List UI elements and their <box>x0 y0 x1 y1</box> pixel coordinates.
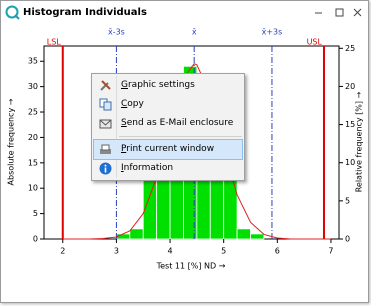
app-icon <box>15 15 19 19</box>
y2-tick-label: 10 <box>345 158 355 167</box>
y-tick-label: 0 <box>33 235 38 244</box>
x-axis-label: Test 11 [%] ND → <box>156 262 226 271</box>
window: Histogram Individuals Absolute frequency… <box>0 0 369 303</box>
x-tick-label: 6 <box>275 247 280 256</box>
y2-tick-label: 0 <box>345 235 350 244</box>
menu-icon <box>99 98 112 111</box>
bar <box>251 234 264 239</box>
close-button[interactable] <box>354 9 361 16</box>
page: Histogram Individuals Absolute frequency… <box>0 0 371 305</box>
menu-icon <box>99 162 112 175</box>
window-title: Histogram Individuals <box>23 7 147 18</box>
y2-tick-label: 25 <box>345 44 355 53</box>
menu-item-label: Copy <box>121 95 144 114</box>
menu-item-label: Print current window <box>121 140 214 159</box>
menu-item[interactable]: Information <box>94 159 242 178</box>
reference-label: USL <box>307 38 323 47</box>
bar <box>130 229 143 239</box>
menu-item-label: Send as E-Mail enclosure <box>121 114 233 133</box>
reference-label: x̄ <box>192 28 197 37</box>
menu-icon <box>99 143 112 156</box>
x-tick-label: 3 <box>114 247 119 256</box>
reference-label: x̄-3s <box>108 28 125 37</box>
menu-item[interactable]: Copy <box>94 95 242 114</box>
y2-axis-label: Relative frequency [%] → <box>355 91 364 192</box>
menu-separator <box>119 136 242 137</box>
y-tick-label: 30 <box>28 82 38 91</box>
x-tick-label: 7 <box>328 247 333 256</box>
reference-label: x̄+3s <box>262 28 283 37</box>
menu-item[interactable]: Send as E-Mail enclosure <box>94 114 242 133</box>
bar <box>224 173 237 239</box>
menu-item[interactable]: Graphic settings <box>94 76 242 95</box>
maximize-button[interactable] <box>336 9 343 16</box>
y2-tick-label: 5 <box>345 196 350 205</box>
x-tick-label: 2 <box>60 247 65 256</box>
menu-icon <box>99 79 112 92</box>
menu-icon <box>99 117 112 130</box>
y2-tick-label: 15 <box>345 120 355 129</box>
menu-item[interactable]: Print current window <box>94 140 242 159</box>
x-tick-label: 4 <box>167 247 172 256</box>
x-tick-label: 5 <box>221 247 226 256</box>
y-tick-label: 5 <box>33 209 38 218</box>
y-tick-label: 25 <box>28 108 38 117</box>
y-axis-label: Absolute frequency → <box>7 98 16 185</box>
y-tick-label: 35 <box>28 57 38 66</box>
menu-item-label: Information <box>121 159 173 178</box>
y-tick-label: 15 <box>28 158 38 167</box>
y-tick-label: 20 <box>28 133 38 142</box>
y-tick-label: 10 <box>28 184 38 193</box>
bar <box>237 229 250 239</box>
y2-tick-label: 20 <box>345 82 355 91</box>
menu-item-label: Graphic settings <box>121 76 195 95</box>
reference-label: LSL <box>47 38 62 47</box>
